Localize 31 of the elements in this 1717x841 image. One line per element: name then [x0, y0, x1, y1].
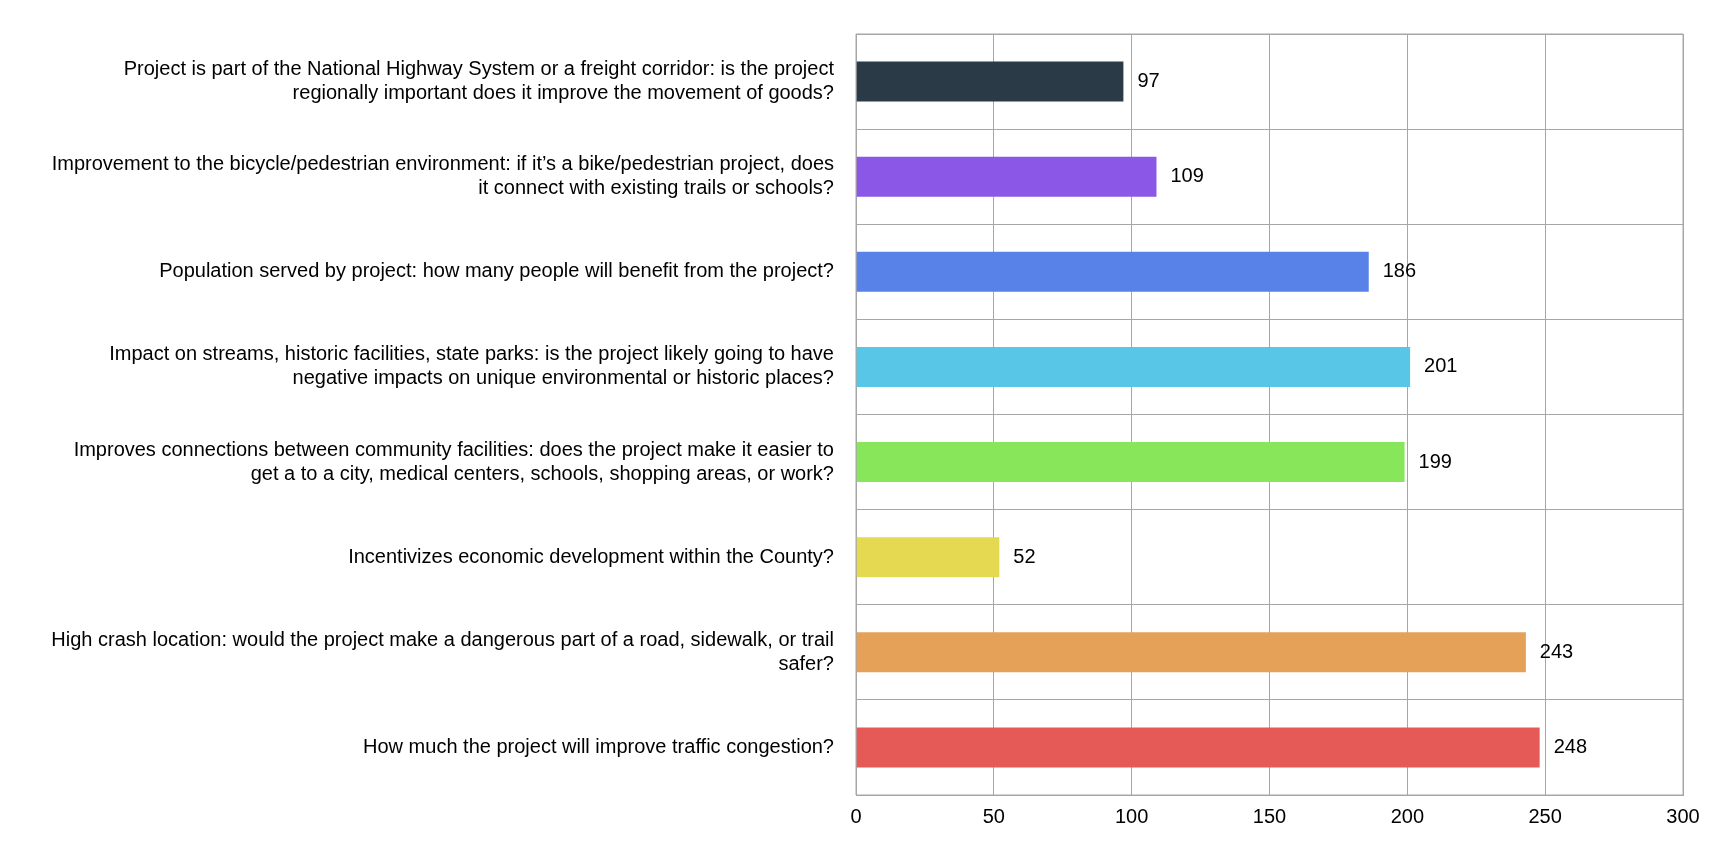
- y-tick-label: How much the project will improve traffic congestion?: [363, 734, 834, 757]
- data-label: 109: [1170, 164, 1204, 187]
- data-label: 97: [1137, 69, 1160, 92]
- bar: [856, 346, 1411, 387]
- x-tick-label: 200: [1390, 804, 1425, 827]
- x-tick-label: 0: [850, 804, 862, 827]
- bar: [856, 61, 1124, 102]
- y-tick-label: Incentivizes economic development within the County?: [348, 544, 834, 567]
- bar: [856, 727, 1540, 768]
- y-tick-label: Project is part of the National Highway System or a freight corridor: is the project regionally important does it improve the movement of goods?: [123, 57, 835, 104]
- y-tick-label: High crash location: would the project make a dangerous part of a road, sidewalk, or trail safer?: [51, 627, 834, 674]
- bar: [856, 156, 1157, 197]
- data-label: 199: [1418, 449, 1452, 472]
- y-tick-label: Improvement to the bicycle/pedestrian environment: if it’s a bike/pedestrian project, does it connect with existing trails or schools?: [51, 152, 834, 199]
- x-tick-label: 50: [982, 804, 1005, 827]
- x-tick-label: 100: [1114, 804, 1149, 827]
- x-tick-label: 250: [1528, 804, 1562, 827]
- bar: [856, 632, 1526, 673]
- data-label: 243: [1539, 639, 1574, 662]
- y-tick-label: Population served by project: how many people will benefit from the project?: [159, 259, 834, 282]
- bar: [856, 251, 1369, 292]
- data-label: 201: [1424, 354, 1458, 377]
- y-tick-label: Impact on streams, historic facilities, state parks: is the project likely going to have negative impacts on unique environmental or historic places?: [109, 342, 834, 389]
- bar: [856, 537, 1000, 578]
- bar: [856, 442, 1405, 483]
- x-tick-label: 300: [1666, 804, 1700, 827]
- data-label: 52: [1013, 544, 1036, 567]
- data-label: 186: [1382, 259, 1417, 282]
- x-tick-label: 150: [1252, 804, 1287, 827]
- y-tick-label: Improves connections between community facilities: does the project make it easier to get a to a city, medical centers, schools, shopping areas, or work?: [73, 437, 834, 484]
- data-label: 248: [1553, 734, 1588, 757]
